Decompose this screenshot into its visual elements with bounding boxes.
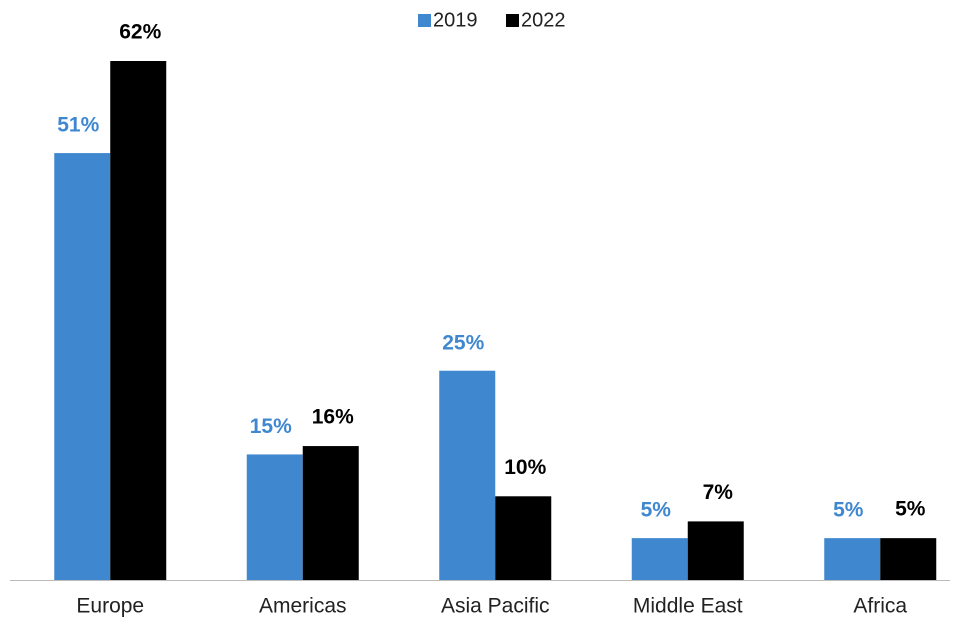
value-label: 7% (703, 481, 734, 504)
value-label: 5% (833, 499, 864, 522)
value-label: 5% (641, 499, 672, 522)
legend-swatch (418, 14, 431, 27)
bar (880, 538, 937, 580)
value-label: 16% (312, 406, 354, 429)
x-tick-label: Middle East (633, 595, 743, 618)
value-label: 25% (442, 331, 484, 354)
x-tick-label: Asia Pacific (441, 595, 550, 618)
value-label: 10% (504, 456, 546, 479)
bar (824, 538, 881, 580)
bar (246, 454, 303, 580)
x-tick-label: Americas (259, 595, 347, 618)
legend-label: 2019 (433, 9, 478, 31)
value-label: 5% (895, 498, 926, 521)
legend-label: 2022 (521, 9, 566, 31)
bar (687, 521, 744, 580)
bar (110, 61, 167, 580)
bar (631, 538, 688, 580)
bar (54, 153, 111, 581)
value-label: 51% (57, 114, 99, 137)
x-tick-label: Europe (76, 595, 144, 618)
x-tick-label: Africa (853, 595, 907, 618)
value-label: 15% (250, 415, 292, 438)
legend-swatch (506, 14, 519, 27)
bar (302, 446, 359, 580)
value-label: 62% (119, 21, 161, 44)
bar (439, 370, 496, 580)
bar (495, 496, 552, 580)
